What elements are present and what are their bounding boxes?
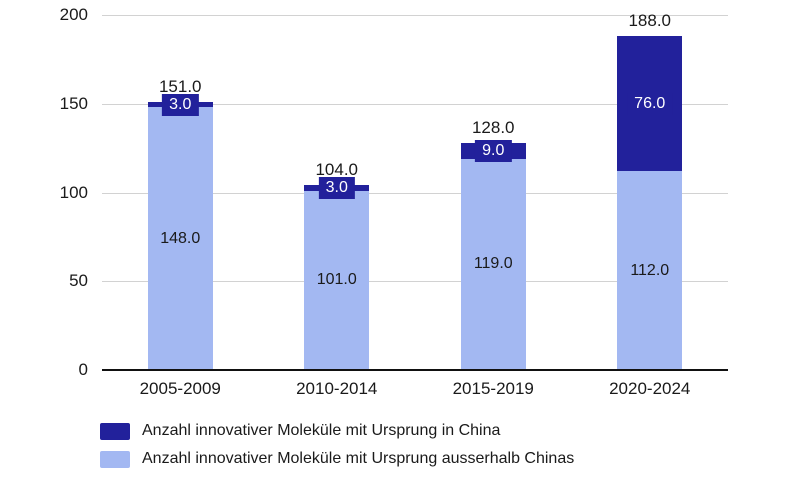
- x-axis-label: 2015-2019: [452, 379, 534, 398]
- total-value-label: 104.0: [315, 160, 359, 180]
- gridline: [102, 103, 728, 105]
- segment-value-label: 3.0: [162, 93, 199, 116]
- bar-segment-outside-china: 112.0: [617, 171, 683, 370]
- bar-segment-china: 3.0: [147, 93, 213, 116]
- segment-value-label: 9.0: [475, 139, 512, 162]
- total-value-label: 188.0: [628, 11, 672, 31]
- legend-swatch: [100, 450, 130, 468]
- segment-value-label: 112.0: [630, 261, 670, 279]
- bar-segment-outside-china: 148.0: [147, 107, 213, 370]
- total-value-label: 151.0: [158, 76, 202, 96]
- y-axis-tick-label: 150: [59, 93, 88, 113]
- x-axis-label: 2020-2024: [609, 379, 691, 398]
- bar-segment-outside-china: 119.0: [460, 158, 526, 370]
- segment-value-label: 76.0: [627, 92, 673, 115]
- bar-2015-2019: 119.0 9.0: [460, 139, 526, 370]
- y-axis-tick-label: 200: [59, 5, 88, 24]
- bar-segment-china: 76.0: [617, 36, 683, 172]
- bar-2005-2009: 148.0 3.0: [147, 93, 213, 370]
- gridline: [102, 281, 728, 283]
- y-axis-tick-label: 100: [59, 182, 88, 202]
- total-value-label: 128.0: [471, 117, 515, 137]
- bar-segment-china: 3.0: [304, 177, 370, 200]
- gridline: [102, 192, 728, 194]
- bar-segment-china: 9.0: [460, 139, 526, 162]
- segment-value-label: 119.0: [473, 255, 513, 273]
- segment-value-label: 101.0: [316, 271, 357, 289]
- segment-value-label: 148.0: [160, 229, 201, 247]
- chart-legend: Anzahl innovativer Moleküle mit Ursprung…: [100, 422, 574, 478]
- bar-2020-2024: 112.0 76.0: [617, 36, 683, 370]
- y-axis-tick-label: 0: [78, 360, 88, 379]
- gridline: [102, 15, 728, 16]
- legend-label: Anzahl innovativer Moleküle mit Ursprung…: [142, 450, 575, 467]
- x-axis-line: [102, 369, 728, 371]
- y-axis-tick-label: 50: [69, 271, 88, 291]
- legend-swatch: [100, 422, 130, 440]
- legend-item: Anzahl innovativer Moleküle mit Ursprung…: [100, 450, 574, 468]
- x-axis-label: 2005-2009: [139, 379, 221, 398]
- legend-item: Anzahl innovativer Moleküle mit Ursprung…: [100, 422, 574, 440]
- segment-value-label: 3.0: [318, 177, 355, 200]
- bar-segment-outside-china: 101.0: [304, 190, 370, 370]
- legend-label: Anzahl innovativer Moleküle mit Ursprung…: [142, 422, 501, 439]
- bar-2010-2014: 101.0 3.0: [304, 177, 370, 370]
- plot-area: 148.0 3.0 151.0 101.0 3.0 104.0 119.0 9.0 128.0 1…: [102, 11, 728, 371]
- x-axis-label: 2010-2014: [296, 379, 378, 398]
